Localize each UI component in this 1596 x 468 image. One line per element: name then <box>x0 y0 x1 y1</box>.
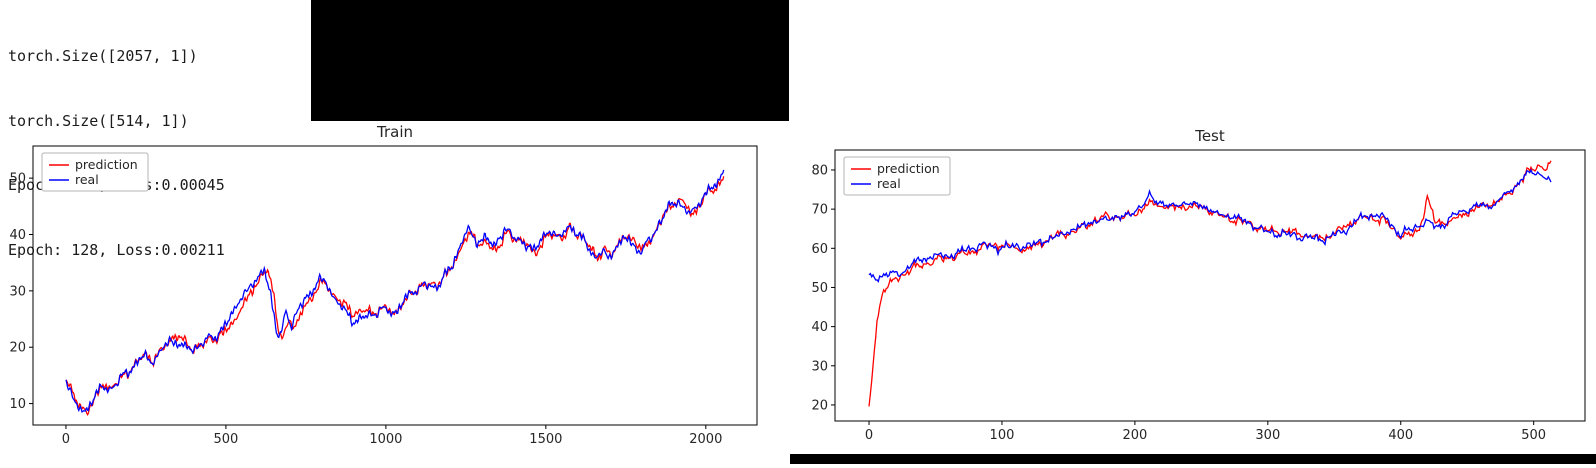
series-prediction <box>65 176 725 417</box>
svg-text:400: 400 <box>1388 428 1413 443</box>
series-real <box>868 168 1552 283</box>
svg-text:100: 100 <box>990 428 1015 443</box>
y-axis: 20 30 40 50 60 70 80 <box>811 163 835 413</box>
svg-text:60: 60 <box>811 242 828 257</box>
svg-text:30: 30 <box>9 284 26 299</box>
chart-canvas: Train 0 500 1000 1500 2000 10 20 30 40 50 predictio… <box>9 123 758 447</box>
svg-text:30: 30 <box>811 359 828 374</box>
train-chart-figure: Train 0 500 1000 1500 2000 10 20 30 40 50 predictio… <box>0 121 775 464</box>
svg-text:500: 500 <box>214 432 239 447</box>
svg-text:500: 500 <box>1521 428 1546 443</box>
redaction-block-top <box>311 0 789 121</box>
series-prediction <box>868 160 1552 407</box>
legend-label-real: real <box>877 176 901 191</box>
svg-text:20: 20 <box>9 341 26 356</box>
svg-text:20: 20 <box>811 398 828 413</box>
svg-text:40: 40 <box>811 320 828 335</box>
svg-text:0: 0 <box>62 432 70 447</box>
x-axis: 0 100 200 300 400 500 <box>865 421 1546 443</box>
chart-title: Train <box>376 123 413 141</box>
chart-title: Test <box>1194 127 1225 145</box>
axes-frame <box>32 145 758 426</box>
svg-text:1500: 1500 <box>529 432 562 447</box>
svg-text:50: 50 <box>811 281 828 296</box>
console-line: Epoch: 128, Loss:0.00211 <box>8 240 225 259</box>
svg-text:1000: 1000 <box>369 432 402 447</box>
svg-text:0: 0 <box>865 428 873 443</box>
svg-text:50: 50 <box>9 172 26 187</box>
axes-frame <box>834 149 1586 422</box>
svg-text:70: 70 <box>811 203 828 218</box>
svg-text:10: 10 <box>9 397 26 412</box>
test-chart-figure: Test 0 100 200 300 400 500 20 30 40 50 60 70 80 predic… <box>790 121 1596 464</box>
svg-text:40: 40 <box>9 228 26 243</box>
svg-text:80: 80 <box>811 163 828 178</box>
svg-text:200: 200 <box>1122 428 1147 443</box>
console-line: torch.Size([514, 1]) <box>8 111 189 130</box>
legend-label-prediction: prediction <box>877 161 940 176</box>
y-axis: 10 20 30 40 50 <box>9 172 33 412</box>
series-real <box>65 169 725 413</box>
svg-text:300: 300 <box>1255 428 1280 443</box>
console-line: torch.Size([2057, 1]) <box>8 47 198 65</box>
legend-label-prediction: prediction <box>75 157 138 172</box>
chart-canvas: Test 0 100 200 300 400 500 20 30 40 50 60 70 80 predic… <box>811 127 1586 443</box>
svg-text:2000: 2000 <box>689 432 722 447</box>
x-axis: 0 500 1000 1500 2000 <box>62 425 722 447</box>
legend-label-real: real <box>75 172 99 187</box>
redaction-block-bottom <box>790 454 1596 464</box>
